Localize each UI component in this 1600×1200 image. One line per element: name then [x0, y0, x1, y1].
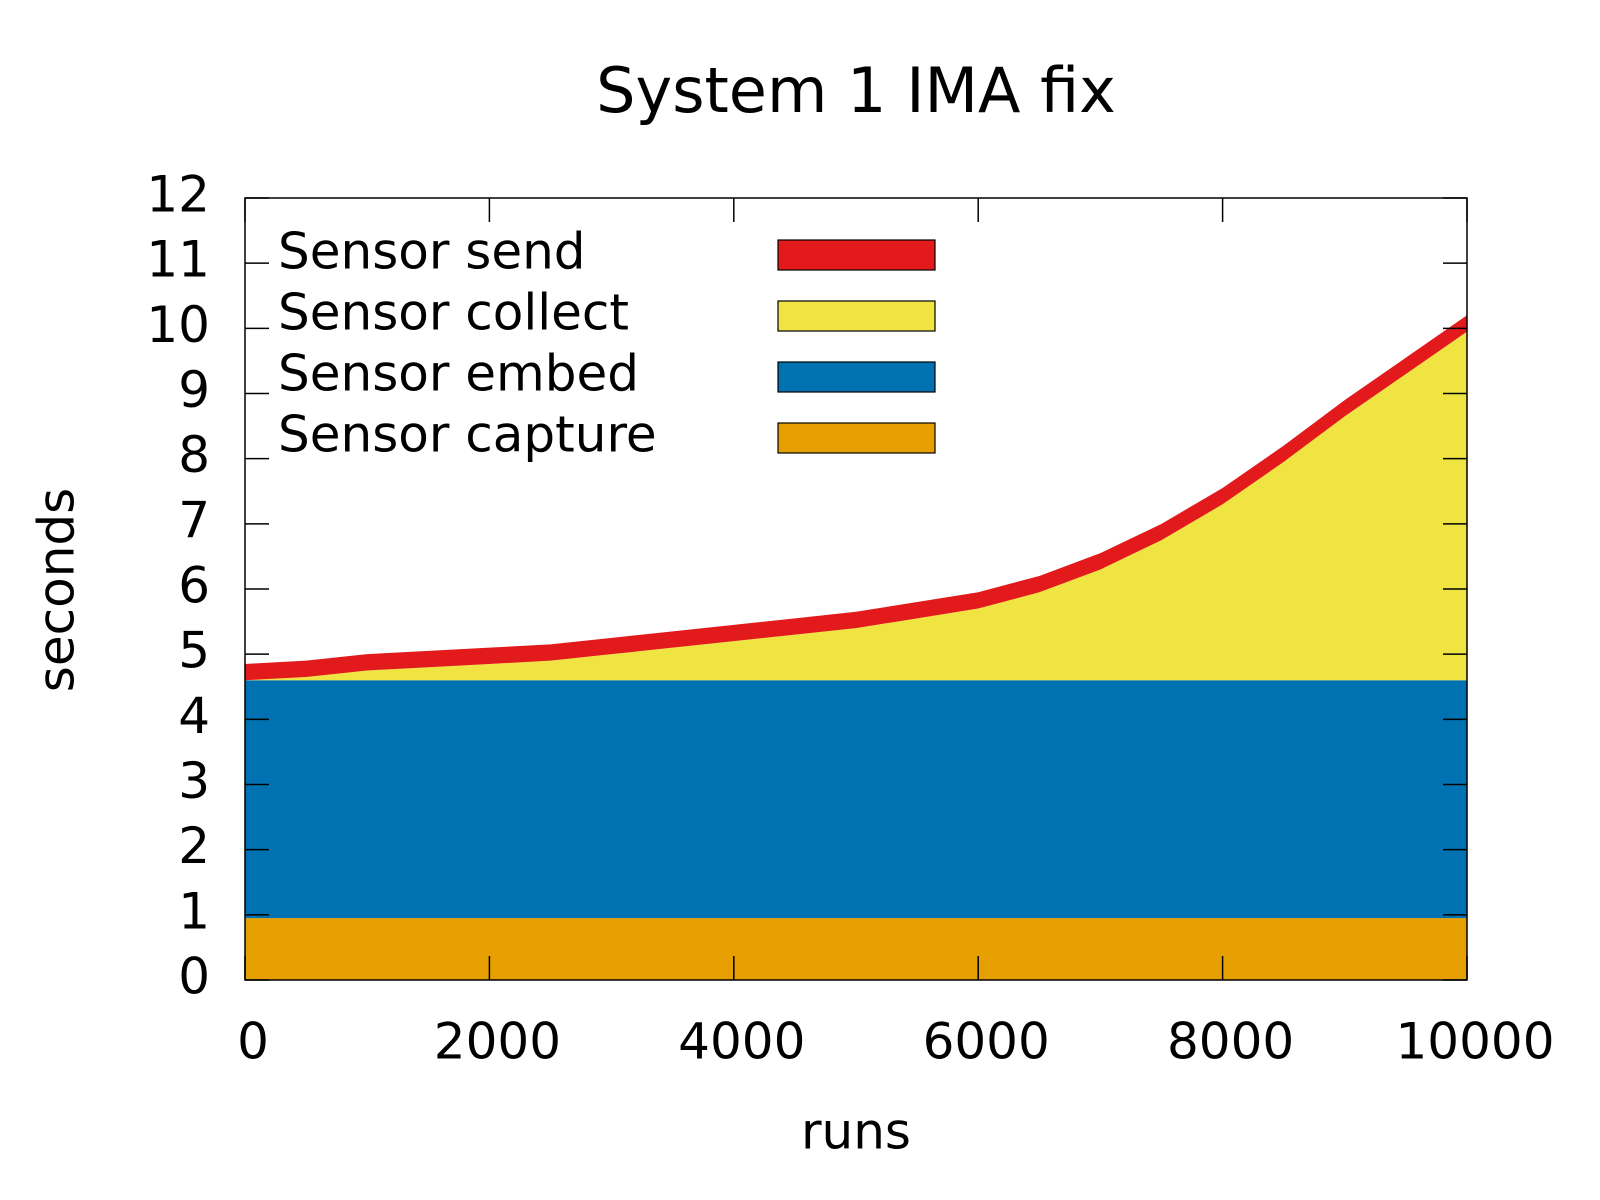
y-tick-label: 9 [178, 361, 210, 419]
y-tick-label: 11 [146, 231, 210, 289]
legend-swatch [777, 300, 936, 332]
area [245, 315, 1467, 681]
y-tick-label: 2 [178, 817, 210, 875]
y-tick-label: 1 [178, 882, 210, 940]
y-tick-label: 8 [178, 426, 210, 484]
y-tick-label: 12 [146, 166, 210, 224]
x-tick-label: 4000 [678, 1013, 805, 1071]
y-tick-label: 0 [178, 948, 210, 1006]
y-tick-label: 4 [178, 687, 210, 745]
legend-swatch [777, 422, 936, 454]
x-tick-label: 0 [237, 1013, 269, 1071]
legend-swatch [777, 361, 936, 393]
y-tick-label: 5 [178, 622, 210, 680]
y-tick-label: 10 [146, 296, 210, 354]
legend-swatch [777, 239, 936, 271]
x-tick-label: 8000 [1167, 1013, 1294, 1071]
y-tick-label: 6 [178, 557, 210, 615]
y-tick-label: 3 [178, 752, 210, 810]
y-tick-label: 7 [178, 491, 210, 549]
x-tick-label: 10000 [1395, 1013, 1554, 1071]
legend-label: Sensor embed [278, 345, 639, 403]
x-tick-label: 2000 [434, 1013, 561, 1071]
chart-title: System 1 IMA fix [596, 54, 1116, 127]
area [245, 331, 1467, 681]
legend-label: Sensor capture [278, 406, 657, 464]
area [245, 680, 1467, 919]
y-axis-label: seconds [28, 488, 86, 692]
x-axis-label: runs [801, 1103, 911, 1161]
legend-label: Sensor send [278, 223, 586, 281]
plot-frame [244, 197, 1468, 981]
x-tick-label: 6000 [923, 1013, 1050, 1071]
area [245, 918, 1467, 980]
legend-label: Sensor collect [278, 284, 629, 342]
